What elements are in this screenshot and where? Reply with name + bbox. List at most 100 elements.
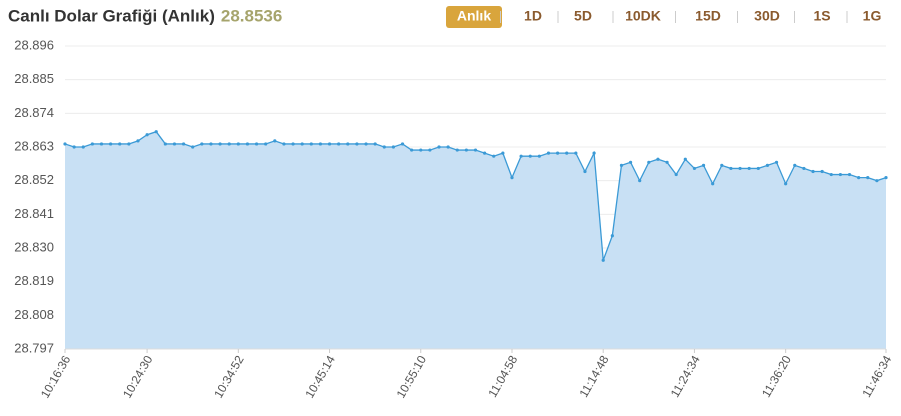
current-value: 28.8536 — [221, 6, 282, 25]
range-button[interactable]: 5D — [574, 8, 592, 24]
point — [875, 179, 879, 183]
x-tick-label: 10:55:10 — [394, 353, 430, 401]
point — [738, 166, 742, 171]
point — [847, 172, 852, 177]
point — [291, 142, 295, 146]
point — [154, 130, 158, 134]
point — [674, 172, 678, 177]
point — [583, 169, 587, 174]
point — [364, 142, 368, 146]
range-button[interactable]: 15D — [695, 8, 721, 24]
point — [656, 157, 660, 161]
point — [327, 142, 332, 146]
point — [765, 163, 770, 167]
y-tick-label: 28.874 — [14, 105, 54, 120]
point — [683, 157, 687, 161]
range-button[interactable]: 1S — [813, 8, 830, 24]
point — [546, 151, 551, 155]
point — [464, 148, 468, 152]
point — [565, 151, 569, 155]
range-button[interactable]: 30D — [754, 8, 780, 24]
point — [236, 142, 240, 146]
point — [373, 142, 377, 146]
point — [701, 163, 706, 167]
point — [647, 160, 651, 164]
range-button-bg — [446, 6, 502, 28]
point — [510, 176, 514, 180]
point — [273, 139, 277, 143]
point — [638, 179, 642, 183]
point — [866, 176, 870, 180]
point — [747, 166, 751, 171]
point — [802, 166, 806, 171]
x-tick-label: 11:24:34 — [668, 353, 703, 400]
point — [857, 176, 861, 180]
point — [218, 142, 222, 146]
point — [127, 142, 131, 146]
point — [163, 142, 167, 146]
point — [300, 142, 304, 146]
point — [318, 142, 323, 146]
y-tick-label: 28.896 — [14, 37, 54, 52]
x-tick-label: 11:46:34 — [859, 353, 894, 400]
point — [109, 142, 113, 146]
point — [81, 145, 85, 149]
point — [355, 142, 359, 146]
point — [428, 148, 432, 152]
point — [446, 145, 450, 149]
point — [473, 148, 478, 152]
point — [63, 142, 67, 146]
point — [619, 163, 624, 167]
point — [264, 142, 268, 146]
point — [528, 154, 532, 158]
point — [519, 154, 523, 158]
point — [391, 145, 395, 149]
range-button[interactable]: 1G — [863, 8, 882, 24]
y-tick-label: 28.852 — [14, 172, 54, 187]
range-button[interactable]: 1D — [524, 8, 542, 24]
point — [254, 142, 259, 146]
range-buttons: Anlık 1D 5D 10DK 15D 30D 1S 1G — [446, 6, 881, 28]
y-tick-label: 28.830 — [14, 239, 54, 254]
point — [628, 160, 633, 164]
point — [556, 151, 560, 155]
point — [136, 139, 140, 143]
point — [309, 142, 313, 146]
range-button[interactable]: 10DK — [625, 8, 661, 24]
point — [793, 163, 797, 167]
point — [191, 145, 195, 149]
point — [145, 133, 149, 137]
point — [601, 258, 605, 262]
x-tick-label: 10:34:52 — [211, 353, 247, 401]
point — [410, 148, 414, 152]
point — [811, 169, 815, 174]
point — [227, 142, 231, 146]
point — [99, 142, 104, 146]
y-tick-label: 28.819 — [14, 273, 54, 288]
point — [774, 160, 779, 164]
point — [455, 148, 459, 152]
point — [720, 163, 724, 167]
point — [592, 151, 596, 155]
point — [419, 148, 423, 152]
point — [118, 142, 122, 146]
y-tick-label: 28.885 — [14, 71, 54, 86]
point — [181, 142, 186, 146]
y-tick-label: 28.863 — [14, 138, 54, 153]
range-button[interactable]: Anlık — [457, 8, 491, 24]
point — [838, 172, 842, 177]
x-tick-label: 10:24:30 — [120, 353, 156, 401]
point — [756, 166, 760, 171]
point — [692, 166, 697, 171]
point — [665, 160, 669, 164]
point — [282, 142, 286, 146]
point — [492, 154, 496, 158]
point — [72, 145, 76, 149]
x-tick-label: 11:04:58 — [485, 353, 520, 400]
point — [172, 142, 177, 146]
point — [90, 142, 94, 146]
x-tick-label: 11:36:20 — [759, 353, 794, 400]
chart-title: Canlı Dolar Grafiği (Anlık) — [8, 6, 215, 25]
y-tick-label: 28.797 — [14, 340, 54, 355]
